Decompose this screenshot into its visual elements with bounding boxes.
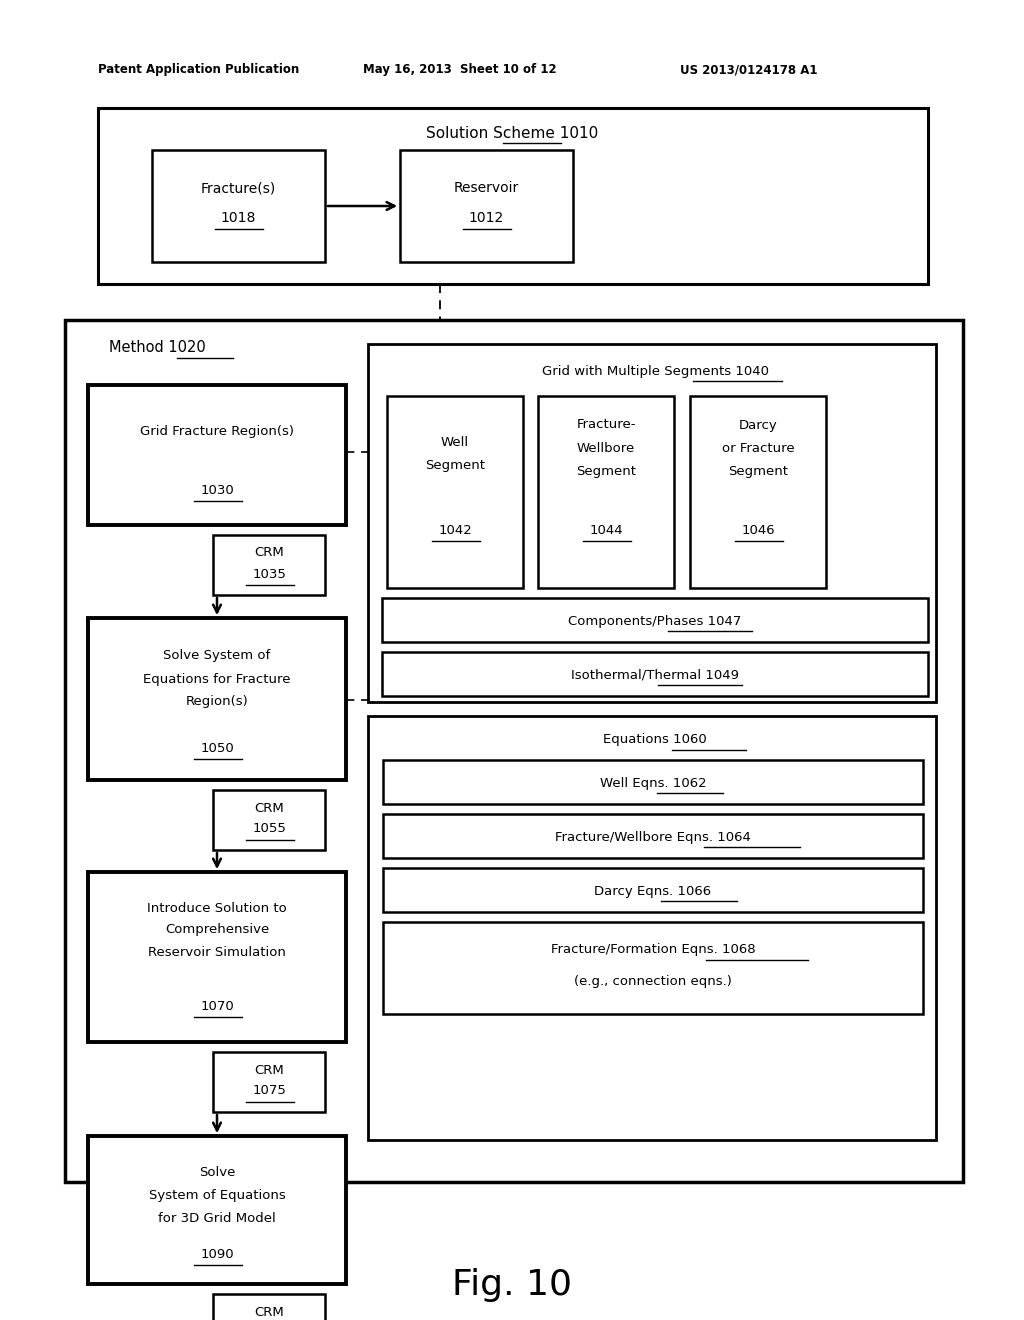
Text: Fig. 10: Fig. 10 [452,1269,572,1302]
Text: Solve System of: Solve System of [164,649,270,663]
Bar [88,618,346,780]
Text: 1046: 1046 [741,524,775,536]
Text: Comprehensive: Comprehensive [165,924,269,936]
Text: CRM: CRM [254,801,284,814]
Text: 1055: 1055 [252,822,286,836]
Text: 1075: 1075 [252,1085,286,1097]
Text: 1042: 1042 [438,524,472,536]
Text: Segment: Segment [425,459,485,473]
Bar [383,869,923,912]
Text: Darcy: Darcy [738,418,777,432]
Text: Grid Fracture Region(s): Grid Fracture Region(s) [140,425,294,438]
Bar [213,535,325,595]
Text: Reservoir: Reservoir [454,181,518,195]
Text: Solution Scheme 1010: Solution Scheme 1010 [426,125,598,140]
Bar [368,345,936,702]
Text: System of Equations: System of Equations [148,1189,286,1203]
Bar [538,396,674,587]
Text: CRM: CRM [254,1064,284,1077]
Bar [382,652,928,696]
Text: Wellbore: Wellbore [577,441,635,454]
Text: Isothermal/Thermal 1049: Isothermal/Thermal 1049 [571,668,739,681]
Text: 1030: 1030 [200,483,233,496]
Text: Equations 1060: Equations 1060 [603,734,707,747]
Text: CRM: CRM [254,546,284,560]
Text: Grid with Multiple Segments 1040: Grid with Multiple Segments 1040 [542,364,768,378]
Bar [65,319,963,1181]
Bar [383,814,923,858]
Text: 1035: 1035 [252,568,286,581]
Text: or Fracture: or Fracture [722,441,795,454]
Bar [213,1294,325,1320]
Text: Components/Phases 1047: Components/Phases 1047 [568,615,741,627]
Text: May 16, 2013  Sheet 10 of 12: May 16, 2013 Sheet 10 of 12 [362,63,557,77]
Bar [387,396,523,587]
Text: Well Eqns. 1062: Well Eqns. 1062 [600,776,707,789]
Text: Reservoir Simulation: Reservoir Simulation [148,945,286,958]
Text: Fracture-: Fracture- [577,418,636,432]
Text: Well: Well [441,437,469,450]
Bar [690,396,826,587]
Text: Introduce Solution to: Introduce Solution to [147,902,287,915]
Text: Segment: Segment [728,465,788,478]
Text: CRM: CRM [254,1305,284,1319]
Text: 1090: 1090 [200,1247,233,1261]
Text: Darcy Eqns. 1066: Darcy Eqns. 1066 [595,884,712,898]
Text: Equations for Fracture: Equations for Fracture [143,672,291,685]
Text: 1018: 1018 [220,211,256,224]
Bar [98,108,928,284]
Bar [88,1137,346,1284]
Text: Solve: Solve [199,1167,236,1180]
Text: 1012: 1012 [468,211,504,224]
Text: (e.g., connection eqns.): (e.g., connection eqns.) [574,975,732,989]
Bar [383,921,923,1014]
Text: 1044: 1044 [589,524,623,536]
Text: Method 1020: Method 1020 [109,341,206,355]
Text: for 3D Grid Model: for 3D Grid Model [158,1213,275,1225]
Text: Fracture/Formation Eqns. 1068: Fracture/Formation Eqns. 1068 [551,944,756,957]
Bar [213,789,325,850]
Text: Region(s): Region(s) [185,696,249,709]
Bar [152,150,325,261]
Text: Patent Application Publication: Patent Application Publication [98,63,299,77]
Text: US 2013/0124178 A1: US 2013/0124178 A1 [680,63,817,77]
Text: Fracture(s): Fracture(s) [201,181,275,195]
Text: Fracture/Wellbore Eqns. 1064: Fracture/Wellbore Eqns. 1064 [555,830,751,843]
Bar [88,873,346,1041]
Bar [88,385,346,525]
Text: 1070: 1070 [200,999,233,1012]
Bar [382,598,928,642]
Bar [383,760,923,804]
Bar [400,150,573,261]
Text: 1050: 1050 [200,742,233,755]
Bar [368,715,936,1140]
Text: Segment: Segment [575,465,636,478]
Bar [213,1052,325,1111]
